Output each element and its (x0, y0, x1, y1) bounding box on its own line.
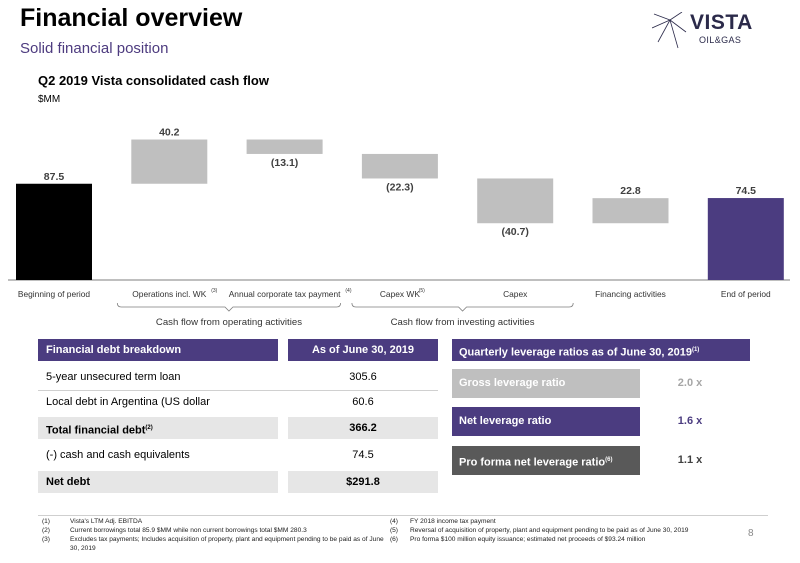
pro-forma-leverage-value: 1.1 x (677, 454, 703, 466)
footnote-text: Vista's LTM Adj. EBITDA (70, 518, 143, 525)
waterfall-bar (361, 153, 438, 179)
leverage-title: Quarterly leverage ratios as of June 30,… (459, 346, 692, 359)
footnote-text: Current borrowings total 85.9 $MM while … (70, 527, 307, 534)
footnote-text: Reversal of acquisition of property, pla… (410, 527, 689, 534)
debt-header-label: Financial debt breakdown (38, 339, 278, 361)
gross-leverage-value: 2.0 x (677, 377, 703, 389)
footnote-number: (1) (41, 518, 50, 525)
debt-row-value: 60.6 (352, 396, 374, 408)
debt-row-label: 5-year unsecured term loan (46, 371, 181, 383)
debt-row-value: $291.8 (288, 471, 438, 493)
gross-leverage-box: Gross leverage ratio (452, 369, 640, 398)
footnote-number: (6) (389, 536, 398, 543)
debt-table-header: Financial debt breakdown As of June 30, … (38, 339, 438, 361)
category-label: Operations incl. WK (132, 289, 206, 299)
debt-row-label: Total financial debt(2) (38, 417, 278, 439)
group-label: Cash flow from investing activities (391, 317, 535, 328)
waterfall-bar (246, 139, 323, 154)
bar-value-label: (40.7) (501, 226, 528, 238)
net-leverage-box: Net leverage ratio (452, 407, 640, 436)
debt-total-label: Total financial debt (46, 424, 146, 437)
leverage-label: Gross leverage ratio (459, 377, 566, 389)
table-row: Total financial debt(2) 366.2 (38, 417, 438, 439)
category-label: End of period (721, 289, 771, 299)
bar-value-label: 40.2 (159, 127, 180, 139)
footnote-number: (5) (389, 527, 398, 534)
logo-subtitle: OIL&GAS (699, 35, 742, 45)
leverage-label: Pro forma net leverage ratio (459, 456, 606, 469)
logo-wordmark: VISTA (690, 11, 753, 34)
footnote-text: FY 2018 income tax payment (410, 518, 496, 525)
chart-unit-label: $MM (38, 94, 61, 105)
vista-logo-icon (652, 12, 687, 49)
group-bracket (351, 302, 574, 312)
category-label: Capex WK (380, 289, 420, 299)
page-title: Financial overview (20, 4, 243, 32)
footnote-number: (2) (41, 527, 50, 534)
footnote-number: (3) (41, 536, 50, 543)
footnote-ref: (1) (691, 347, 700, 353)
debt-row-value: 305.6 (349, 371, 377, 383)
bar-value-label: (13.1) (271, 157, 298, 169)
footnote-number: (4) (389, 518, 398, 525)
table-row: 5-year unsecured term loan 305.6 (38, 366, 438, 388)
debt-row-label: Local debt in Argentina (US dollar denom… (46, 396, 210, 430)
footnote-text: Pro forma $100 million equity issuance; … (410, 536, 646, 543)
category-label: Capex (503, 289, 528, 299)
footnote-ref: (5) (419, 288, 425, 294)
footnote-ref: (2) (145, 425, 153, 431)
divider (38, 390, 438, 391)
footnote-ref: (6) (605, 457, 613, 463)
debt-row-value: 366.2 (288, 417, 438, 439)
category-label: Financing activities (595, 289, 666, 299)
waterfall-bar (477, 178, 554, 224)
bar-value-label: 74.5 (736, 185, 757, 197)
waterfall-bar (592, 198, 669, 224)
bar-value-label: 87.5 (44, 171, 65, 183)
footnote-divider (38, 515, 768, 516)
table-row: Net debt $291.8 (38, 471, 438, 493)
page-number: 8 (748, 528, 754, 539)
leverage-label: Net leverage ratio (459, 415, 552, 427)
chart-title: Q2 2019 Vista consolidated cash flow (38, 73, 269, 88)
waterfall-bar (707, 198, 784, 280)
table-row: Local debt in Argentina (US dollar denom… (38, 391, 438, 430)
debt-row-label: Net debt (38, 471, 278, 493)
pro-forma-leverage-box: Pro forma net leverage ratio(6) (452, 446, 640, 475)
debt-header-date: As of June 30, 2019 (288, 339, 438, 361)
waterfall-bar (131, 139, 208, 184)
net-leverage-value: 1.6 x (677, 415, 703, 427)
group-label: Cash flow from operating activities (156, 317, 302, 328)
debt-row-value: 74.5 (352, 449, 374, 461)
table-row: (-) cash and cash equivalents 74.5 (38, 444, 438, 466)
group-bracket (116, 302, 341, 312)
waterfall-bar (16, 183, 92, 280)
page-subtitle: Solid financial position (20, 40, 169, 57)
cash-flow-waterfall-chart: 87.5 Beginning of period 40.2 Operations in… (8, 127, 790, 328)
footnote-text: Excludes tax payments; Includes acquisit… (70, 536, 384, 552)
category-label: Beginning of period (18, 289, 91, 299)
leverage-header: Quarterly leverage ratios as of June 30,… (452, 339, 750, 361)
category-label: Annual corporate tax payment (229, 289, 341, 299)
debt-row-label: (-) cash and cash equivalents (46, 449, 190, 461)
bar-value-label: (22.3) (386, 181, 413, 193)
bar-value-label: 22.8 (620, 185, 641, 197)
footnote-ref: (4) (345, 288, 351, 294)
footnote-ref: (3) (211, 288, 217, 294)
